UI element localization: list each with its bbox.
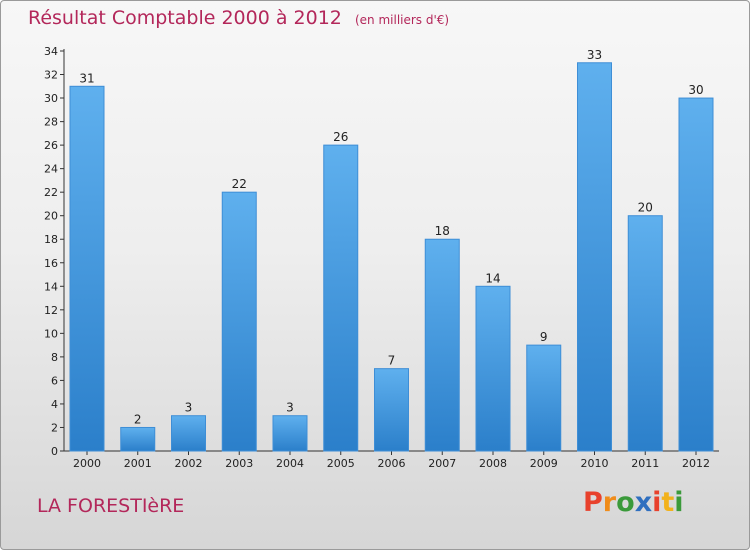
bar-2012 bbox=[678, 97, 714, 452]
x-tick-label: 2001 bbox=[124, 457, 152, 470]
logo-letter: o bbox=[616, 487, 635, 518]
y-tick-label: 6 bbox=[51, 374, 58, 387]
location-name: LA FORESTIèRE bbox=[37, 495, 185, 517]
proxiti-logo: Proxiti bbox=[583, 487, 684, 518]
bar-2009 bbox=[526, 344, 562, 452]
y-tick-label: 2 bbox=[51, 421, 58, 434]
x-tick-label: 2003 bbox=[225, 457, 253, 470]
x-tick-label: 2010 bbox=[581, 457, 609, 470]
bar-2000 bbox=[69, 85, 105, 452]
logo-letter: r bbox=[602, 487, 617, 518]
bar-value-label: 14 bbox=[485, 271, 500, 285]
y-tick-label: 20 bbox=[44, 210, 58, 223]
x-tick-label: 2002 bbox=[175, 457, 203, 470]
logo-letter: t bbox=[661, 487, 675, 518]
x-tick-label: 2006 bbox=[378, 457, 406, 470]
bar-value-label: 31 bbox=[79, 71, 94, 85]
bar-2005 bbox=[323, 144, 359, 452]
y-tick-label: 0 bbox=[51, 445, 58, 458]
bar-2006 bbox=[374, 368, 409, 452]
bar-2011 bbox=[627, 215, 663, 452]
y-tick-label: 18 bbox=[44, 233, 58, 246]
chart-subtitle: (en milliers d'€) bbox=[354, 13, 450, 27]
bar-value-label: 26 bbox=[333, 130, 348, 144]
y-tick-label: 10 bbox=[44, 327, 58, 340]
x-tick-label: 2009 bbox=[530, 457, 558, 470]
chart-bars: 31 2 3 22 3 26 7 18 14 9 33 20 30 bbox=[69, 48, 714, 452]
x-tick-label: 2005 bbox=[327, 457, 355, 470]
x-tick-label: 2000 bbox=[73, 457, 101, 470]
chart-title: Résultat Comptable 2000 à 2012 (en milli… bbox=[28, 7, 449, 29]
x-tick-label: 2007 bbox=[428, 457, 456, 470]
y-tick-label: 12 bbox=[44, 304, 58, 317]
y-tick-label: 14 bbox=[44, 280, 58, 293]
y-tick-label: 4 bbox=[51, 398, 58, 411]
bar-2008 bbox=[475, 285, 511, 452]
bar-value-label: 30 bbox=[688, 83, 703, 97]
y-tick-label: 34 bbox=[44, 45, 58, 58]
logo-letter: i bbox=[674, 487, 684, 518]
y-tick-label: 28 bbox=[44, 116, 58, 129]
bar-value-label: 7 bbox=[388, 354, 396, 368]
y-tick-label: 8 bbox=[51, 351, 58, 364]
x-tick-label: 2004 bbox=[276, 457, 304, 470]
logo-letter: x bbox=[634, 487, 653, 518]
y-tick-label: 16 bbox=[44, 257, 58, 270]
y-tick-label: 24 bbox=[44, 163, 58, 176]
bar-value-label: 33 bbox=[587, 48, 602, 62]
bar-2003 bbox=[221, 191, 257, 452]
y-tick-label: 32 bbox=[44, 69, 58, 82]
y-tick-label: 22 bbox=[44, 186, 58, 199]
bar-value-label: 2 bbox=[134, 412, 142, 426]
logo-letter: P bbox=[583, 487, 603, 518]
bar-value-label: 3 bbox=[185, 401, 193, 415]
y-tick-label: 26 bbox=[44, 139, 58, 152]
x-tick-label: 2012 bbox=[682, 457, 710, 470]
logo-letter: i bbox=[652, 487, 662, 518]
bar-2010 bbox=[577, 62, 612, 452]
bar-value-label: 22 bbox=[232, 177, 247, 191]
bar-2004 bbox=[272, 415, 308, 452]
bar-2001 bbox=[120, 426, 156, 452]
chart-title-text: Résultat Comptable 2000 à 2012 bbox=[28, 7, 342, 29]
bar-value-label: 9 bbox=[540, 330, 548, 344]
y-tick-label: 30 bbox=[44, 92, 58, 105]
x-tick-label: 2011 bbox=[631, 457, 659, 470]
x-tick-label: 2008 bbox=[479, 457, 507, 470]
bar-value-label: 20 bbox=[638, 201, 653, 215]
bar-value-label: 18 bbox=[435, 224, 450, 238]
bar-2007 bbox=[424, 238, 460, 452]
bar-2002 bbox=[171, 415, 206, 452]
bar-value-label: 3 bbox=[286, 401, 294, 415]
